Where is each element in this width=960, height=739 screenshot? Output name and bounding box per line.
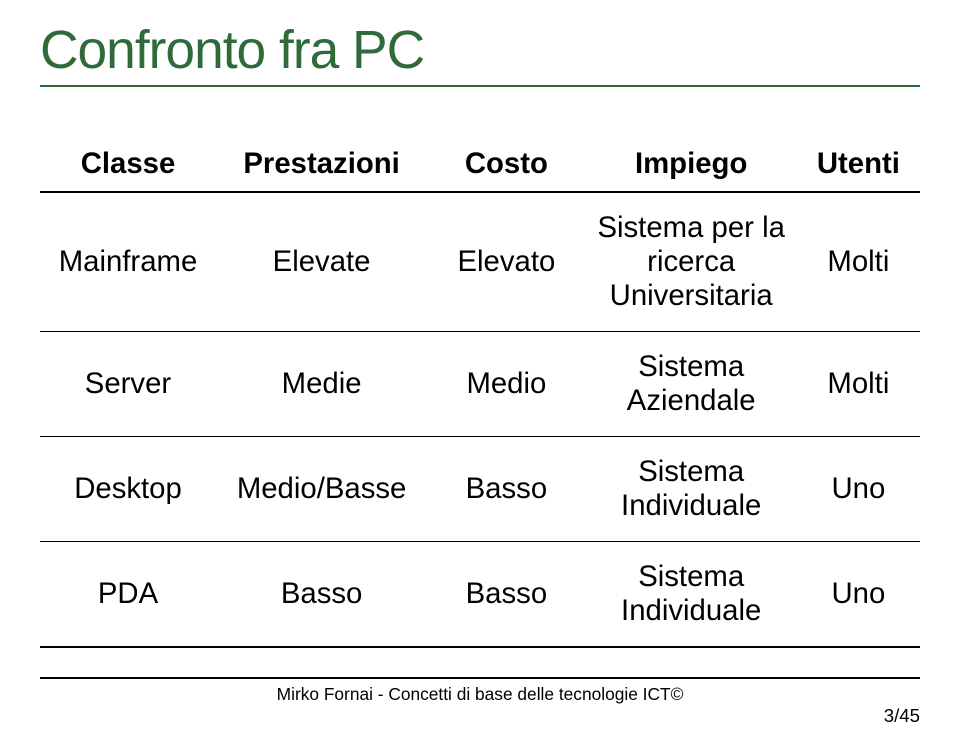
table-row: ServerMedieMedioSistema AziendaleMolti [40, 332, 920, 437]
page-title: Confronto fra PC [40, 20, 920, 81]
table-column-header: Utenti [797, 137, 920, 192]
table-cell: Sistema Individuale [586, 542, 797, 648]
table-column-header: Costo [427, 137, 585, 192]
footer-rule [40, 677, 920, 679]
table-cell: Uno [797, 542, 920, 648]
table-cell: Medio [427, 332, 585, 437]
table-cell: Server [40, 332, 216, 437]
comparison-table: ClassePrestazioniCostoImpiegoUtenti Main… [40, 137, 920, 648]
table-cell: Sistema Aziendale [586, 332, 797, 437]
table-cell: Elevato [427, 192, 585, 332]
table-column-header: Impiego [586, 137, 797, 192]
table-cell: Basso [216, 542, 427, 648]
table-cell: Elevate [216, 192, 427, 332]
table-cell: Medio/Basse [216, 437, 427, 542]
table-cell: Uno [797, 437, 920, 542]
table-row: PDABassoBassoSistema IndividualeUno [40, 542, 920, 648]
table-cell: Basso [427, 542, 585, 648]
table-cell: Desktop [40, 437, 216, 542]
table-cell: Basso [427, 437, 585, 542]
table-cell: Sistema per la ricerca Universitaria [586, 192, 797, 332]
table-cell: Mainframe [40, 192, 216, 332]
title-underline [40, 85, 920, 87]
table-cell: PDA [40, 542, 216, 648]
table-row: DesktopMedio/BasseBassoSistema Individua… [40, 437, 920, 542]
table-header-row: ClassePrestazioniCostoImpiegoUtenti [40, 137, 920, 192]
table-cell: Molti [797, 192, 920, 332]
page-number: 3/45 [884, 705, 920, 727]
table-cell: Sistema Individuale [586, 437, 797, 542]
table-column-header: Prestazioni [216, 137, 427, 192]
table-cell: Medie [216, 332, 427, 437]
table-body: MainframeElevateElevatoSistema per la ri… [40, 192, 920, 647]
table-row: MainframeElevateElevatoSistema per la ri… [40, 192, 920, 332]
comparison-table-wrap: ClassePrestazioniCostoImpiegoUtenti Main… [40, 137, 920, 648]
footer-text: Mirko Fornai - Concetti di base delle te… [0, 684, 960, 705]
table-cell: Molti [797, 332, 920, 437]
table-column-header: Classe [40, 137, 216, 192]
